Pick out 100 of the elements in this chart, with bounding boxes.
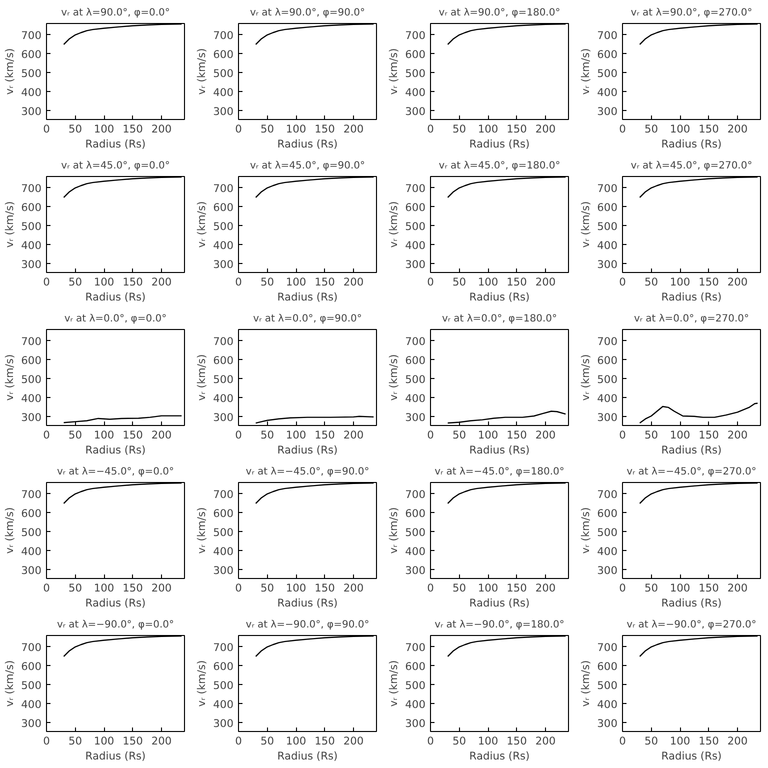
x-tick-label: 200 bbox=[343, 428, 364, 442]
y-axis-title: vᵣ (km/s) bbox=[579, 507, 592, 554]
y-tick-label: 700 bbox=[213, 28, 234, 42]
x-axis-title: Radius (Rs) bbox=[469, 596, 530, 610]
y-tick-label: 600 bbox=[597, 200, 618, 214]
y-tick-label: 400 bbox=[21, 238, 42, 252]
x-tick-label: 100 bbox=[94, 428, 114, 442]
x-tick-label: 50 bbox=[452, 276, 466, 288]
y-axis-title: vᵣ (km/s) bbox=[387, 507, 400, 554]
x-axis-title: Radius (Rs) bbox=[85, 750, 146, 762]
y-tick-label: 700 bbox=[597, 28, 618, 42]
x-axis-title: Radius (Rs) bbox=[469, 750, 530, 762]
y-axis-title: vᵣ (km/s) bbox=[195, 660, 208, 707]
y-tick-label: 300 bbox=[597, 564, 618, 577]
y-tick-label: 300 bbox=[405, 258, 426, 271]
y-axis-title: vᵣ (km/s) bbox=[579, 354, 592, 401]
y-tick-label: 500 bbox=[21, 220, 42, 233]
x-axis-title: Radius (Rs) bbox=[661, 138, 722, 150]
chart-title: vᵣ at λ=−90.0°, φ=0.0° bbox=[56, 620, 174, 630]
y-tick-label: 500 bbox=[597, 678, 618, 692]
y-tick-label: 400 bbox=[405, 698, 426, 711]
y-tick-label: 400 bbox=[21, 86, 42, 99]
y-tick-label: 400 bbox=[21, 544, 42, 558]
x-tick-label: 150 bbox=[122, 122, 144, 136]
x-tick-label: 200 bbox=[727, 734, 748, 748]
x-tick-label: 150 bbox=[122, 582, 144, 594]
y-tick-label: 600 bbox=[405, 48, 426, 61]
y-tick-label: 700 bbox=[597, 640, 618, 654]
y-tick-label: 700 bbox=[405, 488, 426, 501]
y-tick-label: 300 bbox=[21, 410, 42, 424]
y-tick-label: 600 bbox=[405, 506, 426, 520]
x-tick-label: 100 bbox=[478, 582, 498, 594]
y-axis-title: vᵣ (km/s) bbox=[3, 507, 16, 554]
x-tick-label: 50 bbox=[68, 428, 82, 442]
y-tick-label: 300 bbox=[213, 564, 234, 577]
y-axis-title: vᵣ (km/s) bbox=[579, 201, 592, 248]
y-tick-label: 300 bbox=[405, 564, 426, 577]
y-tick-label: 400 bbox=[597, 698, 618, 711]
x-tick-label: 150 bbox=[122, 276, 144, 288]
x-tick-label: 50 bbox=[68, 734, 82, 748]
x-tick-label: 100 bbox=[670, 122, 690, 136]
chart-title: vᵣ at λ=−90.0°, φ=180.0° bbox=[434, 620, 564, 630]
x-tick-label: 200 bbox=[151, 428, 172, 442]
chart-title: vᵣ at λ=90.0°, φ=90.0° bbox=[250, 8, 366, 18]
y-tick-label: 300 bbox=[597, 104, 618, 118]
y-tick-label: 700 bbox=[597, 488, 618, 501]
x-tick-label: 200 bbox=[151, 582, 172, 594]
x-tick-label: 0 bbox=[43, 428, 50, 442]
x-tick-label: 200 bbox=[343, 734, 364, 748]
x-tick-label: 50 bbox=[68, 276, 82, 288]
y-tick-label: 400 bbox=[21, 698, 42, 711]
chart-title: vᵣ at λ=−45.0°, φ=90.0° bbox=[246, 466, 370, 478]
y-tick-label: 600 bbox=[405, 354, 426, 367]
x-tick-label: 200 bbox=[343, 582, 364, 594]
x-tick-label: 100 bbox=[286, 582, 306, 594]
y-axis-title: vᵣ (km/s) bbox=[195, 48, 208, 95]
y-axis-title: vᵣ (km/s) bbox=[387, 354, 400, 401]
y-tick-label: 500 bbox=[213, 372, 234, 386]
x-tick-label: 100 bbox=[670, 428, 690, 442]
y-axis-title: vᵣ (km/s) bbox=[3, 201, 16, 248]
x-tick-label: 150 bbox=[698, 276, 720, 288]
y-tick-label: 300 bbox=[405, 410, 426, 424]
x-tick-label: 200 bbox=[535, 276, 556, 288]
x-tick-label: 200 bbox=[535, 428, 556, 442]
y-tick-label: 700 bbox=[597, 334, 618, 348]
chart-title: vᵣ at λ=45.0°, φ=270.0° bbox=[630, 160, 752, 172]
y-tick-label: 700 bbox=[405, 640, 426, 654]
x-tick-label: 50 bbox=[260, 276, 274, 288]
x-tick-label: 100 bbox=[478, 734, 498, 748]
y-tick-label: 500 bbox=[213, 66, 234, 80]
chart-title: vᵣ at λ=−45.0°, φ=180.0° bbox=[434, 466, 564, 478]
x-tick-label: 150 bbox=[122, 734, 144, 748]
x-tick-label: 200 bbox=[343, 122, 364, 136]
x-tick-label: 200 bbox=[535, 734, 556, 748]
y-tick-label: 500 bbox=[405, 372, 426, 386]
x-axis-title: Radius (Rs) bbox=[85, 138, 146, 150]
y-tick-label: 700 bbox=[213, 334, 234, 348]
x-axis-title: Radius (Rs) bbox=[661, 444, 722, 456]
x-tick-label: 200 bbox=[727, 122, 748, 136]
x-tick-label: 50 bbox=[452, 582, 466, 594]
y-tick-label: 400 bbox=[213, 86, 234, 99]
x-tick-label: 100 bbox=[286, 734, 306, 748]
y-tick-label: 400 bbox=[405, 392, 426, 405]
x-tick-label: 150 bbox=[698, 428, 720, 442]
x-tick-label: 150 bbox=[698, 582, 720, 594]
x-tick-label: 50 bbox=[68, 122, 82, 136]
x-tick-label: 200 bbox=[151, 734, 172, 748]
x-tick-label: 100 bbox=[286, 276, 306, 288]
x-axis-title: Radius (Rs) bbox=[661, 290, 722, 304]
x-tick-label: 0 bbox=[235, 276, 242, 288]
x-tick-label: 50 bbox=[260, 582, 274, 594]
y-axis-title: vᵣ (km/s) bbox=[387, 48, 400, 95]
y-tick-label: 300 bbox=[213, 716, 234, 730]
y-tick-label: 700 bbox=[21, 334, 42, 348]
x-axis-title: Radius (Rs) bbox=[469, 138, 530, 150]
y-tick-label: 300 bbox=[213, 258, 234, 271]
y-tick-label: 700 bbox=[213, 182, 234, 195]
x-tick-label: 50 bbox=[644, 276, 658, 288]
x-tick-label: 150 bbox=[506, 276, 528, 288]
chart-title: vᵣ at λ=−90.0°, φ=270.0° bbox=[626, 620, 756, 630]
